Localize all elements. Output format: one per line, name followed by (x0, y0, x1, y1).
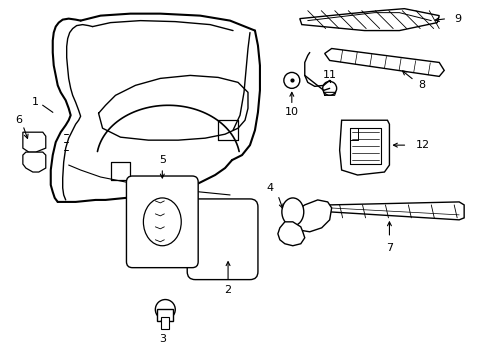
Text: 4: 4 (266, 183, 273, 193)
Polygon shape (23, 132, 46, 152)
Text: 8: 8 (417, 80, 424, 90)
Text: 10: 10 (284, 107, 298, 117)
Polygon shape (23, 152, 46, 172)
Text: 5: 5 (159, 155, 165, 165)
Text: 6: 6 (15, 115, 22, 125)
Text: 3: 3 (159, 334, 165, 345)
Text: 7: 7 (385, 243, 392, 253)
FancyBboxPatch shape (187, 199, 258, 280)
Polygon shape (329, 202, 463, 220)
Text: 2: 2 (224, 284, 231, 294)
Text: 11: 11 (322, 71, 336, 80)
Polygon shape (161, 318, 169, 329)
Polygon shape (324, 49, 443, 76)
Text: 1: 1 (32, 97, 39, 107)
FancyBboxPatch shape (126, 176, 198, 268)
Text: 9: 9 (453, 14, 460, 24)
Text: 12: 12 (414, 140, 428, 150)
Polygon shape (277, 222, 304, 246)
Polygon shape (299, 9, 438, 31)
Polygon shape (339, 120, 388, 175)
Polygon shape (287, 200, 331, 232)
Ellipse shape (281, 198, 303, 226)
Polygon shape (157, 310, 173, 321)
